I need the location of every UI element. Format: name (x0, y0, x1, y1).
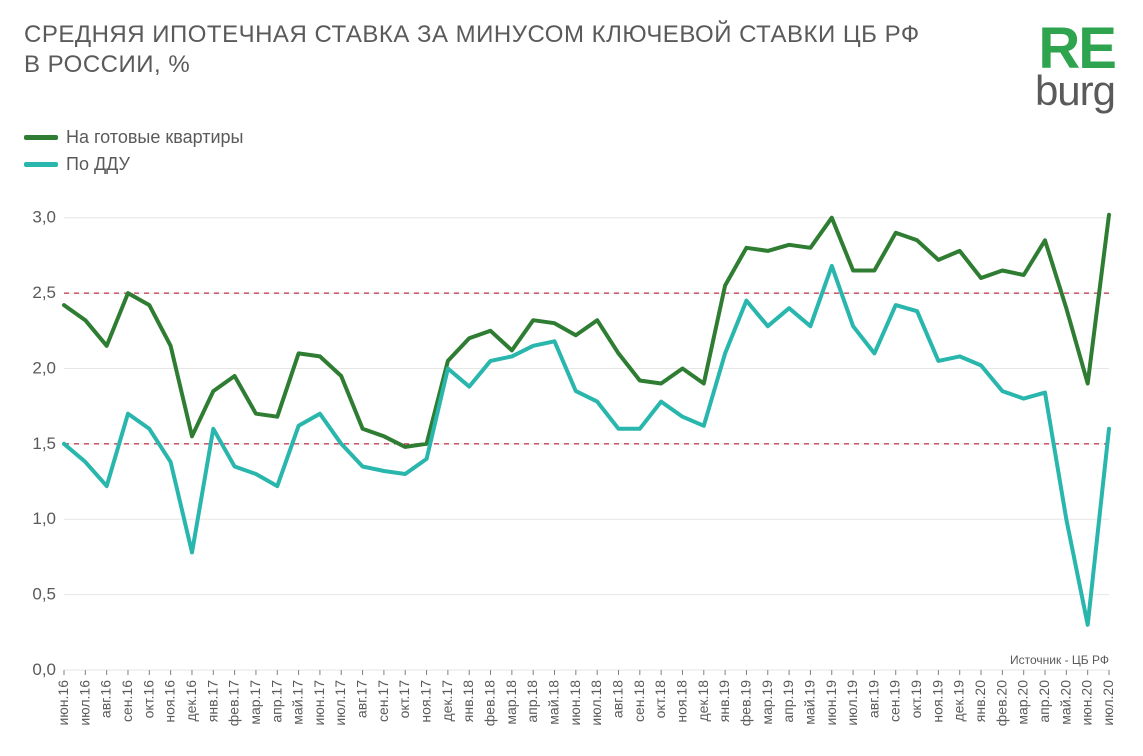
svg-text:1,5: 1,5 (32, 434, 56, 453)
svg-text:мар.17: мар.17 (247, 680, 263, 725)
svg-text:ноя.18: ноя.18 (673, 680, 689, 723)
svg-text:дек.18: дек.18 (695, 680, 711, 722)
svg-text:май.17: май.17 (290, 680, 306, 725)
svg-text:янв.20: янв.20 (972, 680, 988, 722)
svg-text:апр.17: апр.17 (268, 680, 284, 723)
svg-text:0,5: 0,5 (32, 585, 56, 604)
svg-text:июн.17: июн.17 (311, 680, 327, 726)
svg-text:янв.19: янв.19 (716, 680, 732, 722)
svg-text:2,5: 2,5 (32, 283, 56, 302)
svg-text:окт.18: окт.18 (652, 680, 668, 719)
svg-text:ноя.17: ноя.17 (418, 680, 434, 723)
svg-text:июн.18: июн.18 (567, 680, 583, 726)
svg-text:апр.20: апр.20 (1036, 680, 1052, 723)
svg-text:июл.20: июл.20 (1100, 680, 1116, 726)
svg-text:сен.19: сен.19 (887, 680, 903, 722)
svg-text:авг.19: авг.19 (865, 680, 881, 718)
svg-text:май.18: май.18 (546, 680, 562, 725)
svg-text:2,0: 2,0 (32, 358, 56, 377)
svg-text:сен.18: сен.18 (631, 680, 647, 722)
svg-text:дек.17: дек.17 (439, 680, 455, 722)
svg-text:июл.17: июл.17 (332, 680, 348, 726)
svg-text:янв.17: янв.17 (204, 680, 220, 722)
svg-text:апр.18: апр.18 (524, 680, 540, 723)
svg-text:фев.17: фев.17 (226, 680, 242, 726)
svg-text:окт.16: окт.16 (140, 680, 156, 719)
svg-text:фев.20: фев.20 (993, 680, 1009, 726)
svg-text:апр.19: апр.19 (780, 680, 796, 723)
svg-text:фев.18: фев.18 (482, 680, 498, 726)
svg-text:сен.16: сен.16 (119, 680, 135, 722)
svg-text:3,0: 3,0 (32, 208, 56, 227)
title-block: СРЕДНЯЯ ИПОТЕЧНАЯ СТАВКА ЗА МИНУСОМ КЛЮЧ… (24, 20, 1035, 80)
svg-text:ноя.19: ноя.19 (929, 680, 945, 723)
legend: На готовые квартиры По ДДУ (24, 127, 1119, 175)
svg-text:июл.16: июл.16 (76, 680, 92, 726)
legend-item-ready: На готовые квартиры (24, 127, 1119, 148)
svg-text:авг.16: авг.16 (98, 680, 114, 718)
svg-text:окт.19: окт.19 (908, 680, 924, 719)
svg-text:сен.17: сен.17 (375, 680, 391, 722)
svg-text:0,0: 0,0 (32, 660, 56, 679)
svg-text:май.20: май.20 (1057, 680, 1073, 725)
line-chart: 0,0 0,5 1,0 1,5 2,0 2,5 3,0 июн.16 июл.16 авг.16 с… (24, 175, 1119, 740)
logo-top: RE (1035, 24, 1115, 73)
svg-text:Источник - ЦБ РФ: Источник - ЦБ РФ (1010, 653, 1109, 667)
logo-bottom: burg (1035, 73, 1115, 109)
title-line-2: В РОССИИ, % (24, 50, 1035, 80)
svg-text:авг.17: авг.17 (354, 680, 370, 718)
svg-text:мар.18: мар.18 (503, 680, 519, 725)
svg-text:мар.19: мар.19 (759, 680, 775, 725)
legend-label-ddu: По ДДУ (66, 154, 130, 175)
svg-text:мар.20: мар.20 (1015, 680, 1031, 725)
svg-text:окт.17: окт.17 (396, 680, 412, 719)
logo: RE burg (1035, 20, 1119, 109)
header: СРЕДНЯЯ ИПОТЕЧНАЯ СТАВКА ЗА МИНУСОМ КЛЮЧ… (24, 20, 1119, 109)
svg-text:июл.18: июл.18 (588, 680, 604, 726)
svg-text:янв.18: янв.18 (460, 680, 476, 722)
title-line-1: СРЕДНЯЯ ИПОТЕЧНАЯ СТАВКА ЗА МИНУСОМ КЛЮЧ… (24, 20, 1035, 50)
chart-area: 0,0 0,5 1,0 1,5 2,0 2,5 3,0 июн.16 июл.16 авг.16 с… (24, 175, 1119, 740)
svg-text:июл.19: июл.19 (844, 680, 860, 726)
legend-item-ddu: По ДДУ (24, 154, 1119, 175)
svg-text:ноя.16: ноя.16 (162, 680, 178, 723)
svg-text:дек.16: дек.16 (183, 680, 199, 722)
svg-text:1,0: 1,0 (32, 509, 56, 528)
svg-text:май.19: май.19 (801, 680, 817, 725)
legend-swatch-ddu (24, 162, 58, 167)
svg-text:июн.19: июн.19 (823, 680, 839, 726)
svg-text:фев.19: фев.19 (737, 680, 753, 726)
svg-text:дек.19: дек.19 (951, 680, 967, 722)
legend-swatch-ready (24, 135, 58, 140)
svg-text:июн.16: июн.16 (55, 680, 71, 726)
svg-text:авг.18: авг.18 (609, 680, 625, 718)
legend-label-ready: На готовые квартиры (66, 127, 243, 148)
svg-text:июн.20: июн.20 (1079, 680, 1095, 726)
page: СРЕДНЯЯ ИПОТЕЧНАЯ СТАВКА ЗА МИНУСОМ КЛЮЧ… (0, 0, 1143, 756)
